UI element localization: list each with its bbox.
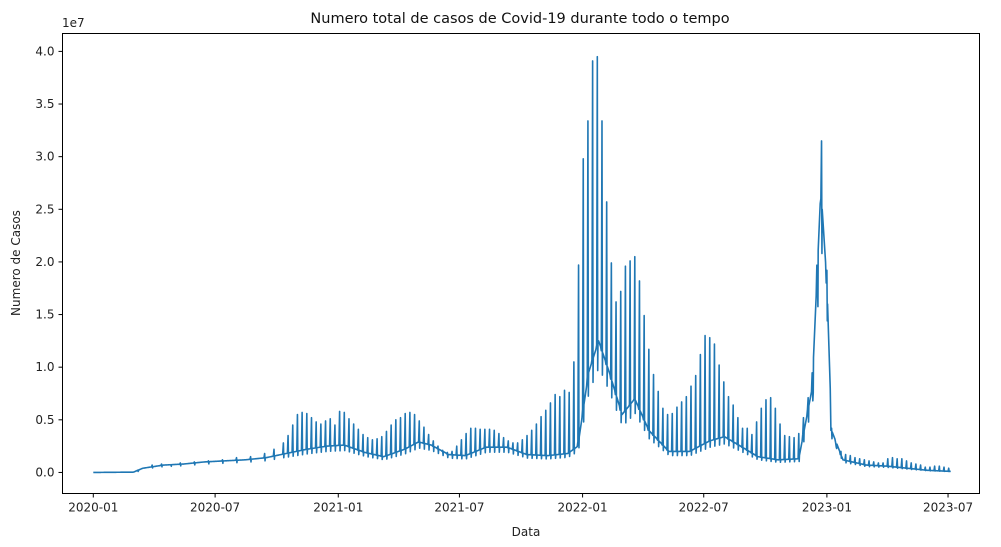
x-tick-label: 2023-01 (802, 501, 852, 515)
x-tick-label: 2023-07 (923, 501, 973, 515)
x-tick-label: 2021-01 (313, 501, 363, 515)
x-tick-label: 2022-07 (679, 501, 729, 515)
plot-area (93, 55, 951, 474)
x-tick-label: 2020-01 (68, 501, 118, 515)
x-tick-label: 2020-07 (190, 501, 240, 515)
x-axis-label: Data (512, 525, 541, 539)
y-axis-label: Numero de Casos (9, 210, 23, 316)
axes-frame (62, 33, 980, 494)
y-tick-label: 3.0 (35, 150, 54, 164)
y-tick-label: 2.5 (35, 202, 54, 216)
y-tick-label: 0.5 (35, 413, 54, 427)
x-tick-label: 2021-07 (434, 501, 484, 515)
y-tick-label: 4.0 (35, 44, 54, 58)
y-tick-label: 3.5 (35, 97, 54, 111)
y-axis: 0.0 0.5 1.0 1.5 2.0 2.5 3.0 3.5 4.0 (35, 44, 63, 479)
y-tick-label: 2.0 (35, 255, 54, 269)
series-line (93, 55, 951, 474)
x-axis: 2020-01 2020-07 2021-01 2021-07 2022-01 2022-… (68, 493, 973, 515)
y-tick-label: 0.0 (35, 465, 54, 479)
x-tick-label: 2022-01 (558, 501, 608, 515)
y-tick-label: 1.5 (35, 308, 54, 322)
chart-title: Numero total de casos de Covid-19 durant… (310, 11, 729, 27)
y-offset-text: 1e7 (62, 16, 85, 30)
y-tick-label: 1.0 (35, 360, 54, 374)
